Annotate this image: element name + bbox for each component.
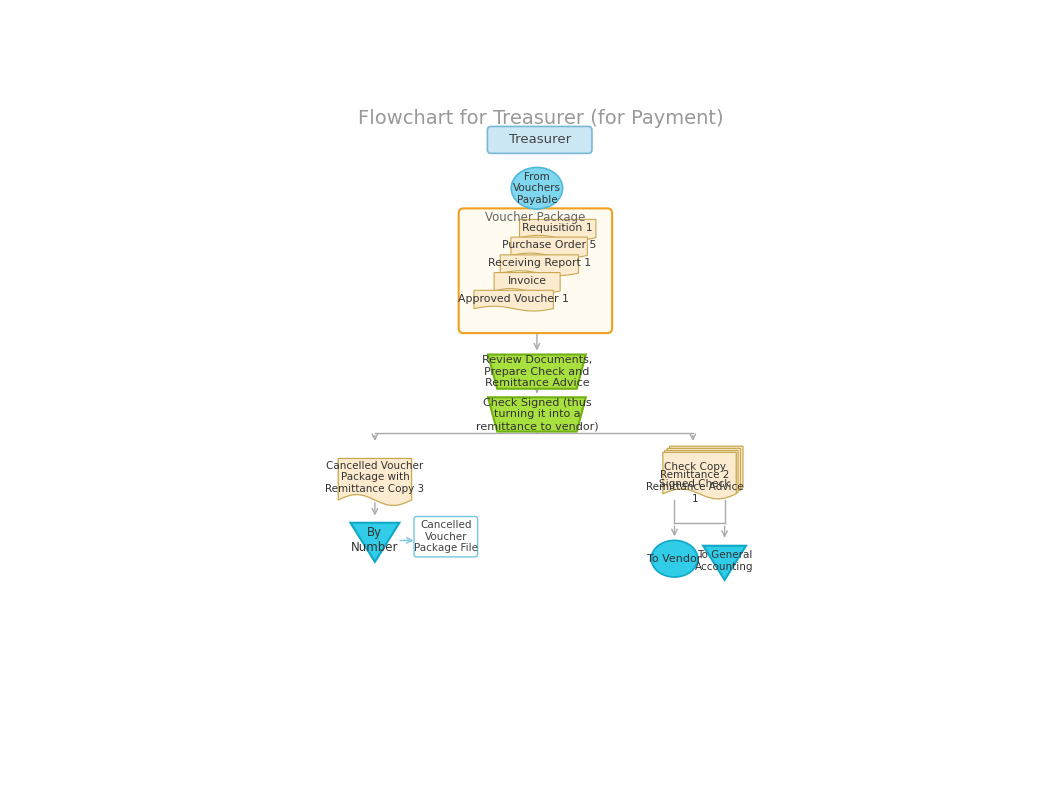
PathPatch shape [511, 237, 587, 258]
Text: Remittance Advice
1: Remittance Advice 1 [646, 482, 743, 503]
Text: Cancelled
Voucher
Package File: Cancelled Voucher Package File [414, 520, 477, 553]
PathPatch shape [488, 397, 586, 432]
PathPatch shape [494, 272, 560, 293]
PathPatch shape [351, 522, 399, 562]
Text: Flowchart for Treasurer (for Payment): Flowchart for Treasurer (for Payment) [358, 109, 724, 128]
PathPatch shape [474, 291, 553, 311]
Text: Signed Check: Signed Check [659, 480, 731, 489]
Ellipse shape [652, 541, 698, 577]
FancyBboxPatch shape [458, 208, 612, 333]
FancyBboxPatch shape [488, 126, 592, 153]
Text: Purchase Order 5: Purchase Order 5 [502, 241, 597, 250]
Text: Treasurer: Treasurer [509, 133, 570, 146]
Text: Voucher Package: Voucher Package [485, 211, 586, 224]
Text: Check Signed (thus
turning it into a
remittance to vendor): Check Signed (thus turning it into a rem… [475, 398, 599, 431]
Text: Cancelled Voucher
Package with
Remittance Copy 3: Cancelled Voucher Package with Remittanc… [325, 461, 425, 494]
Text: Requisition 1: Requisition 1 [523, 222, 593, 233]
PathPatch shape [703, 545, 746, 580]
Text: Check Copy: Check Copy [663, 462, 725, 472]
PathPatch shape [664, 450, 738, 497]
Text: Approved Voucher 1: Approved Voucher 1 [458, 294, 569, 303]
PathPatch shape [338, 458, 412, 506]
PathPatch shape [488, 354, 586, 389]
PathPatch shape [670, 446, 743, 493]
Text: To General
Accounting: To General Accounting [695, 550, 754, 572]
PathPatch shape [663, 453, 736, 499]
Text: Remittance 2: Remittance 2 [660, 471, 730, 480]
Text: Receiving Report 1: Receiving Report 1 [488, 258, 591, 268]
Text: Invoice: Invoice [508, 276, 547, 286]
PathPatch shape [501, 255, 579, 276]
Ellipse shape [511, 168, 563, 209]
Text: Review Documents,
Prepare Check and
Remittance Advice: Review Documents, Prepare Check and Remi… [482, 355, 592, 388]
Text: By
Number: By Number [352, 526, 399, 554]
FancyBboxPatch shape [414, 517, 477, 557]
Text: From
Vouchers
Payable: From Vouchers Payable [513, 172, 561, 205]
PathPatch shape [520, 219, 596, 240]
PathPatch shape [667, 449, 740, 495]
Text: To Vendor: To Vendor [647, 553, 701, 564]
